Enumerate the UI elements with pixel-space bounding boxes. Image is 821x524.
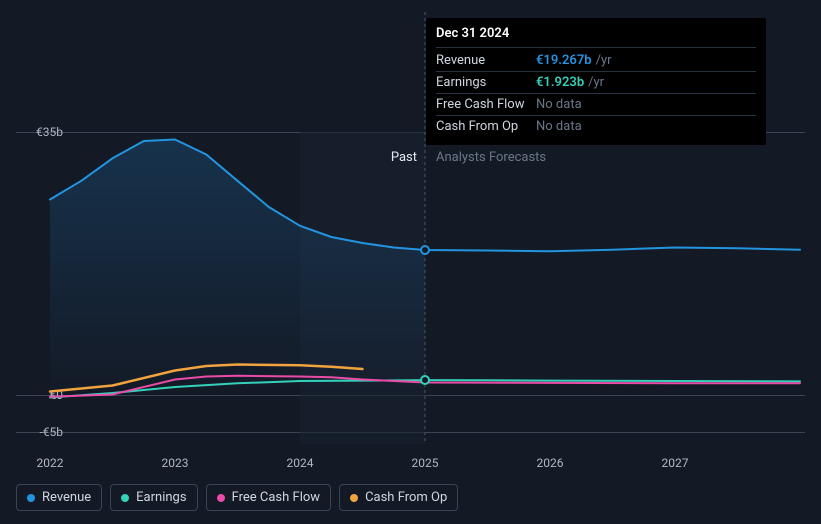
forecast-region-label: Analysts Forecasts [436, 150, 546, 165]
legend-item-cfo[interactable]: Cash From Op [339, 484, 458, 511]
x-axis-tick-label: 2024 [287, 456, 314, 470]
legend-dot-icon [121, 494, 129, 502]
x-axis-tick-label: 2025 [412, 456, 439, 470]
tooltip-metric-value: €1.923b [536, 75, 584, 90]
legend-dot-icon [350, 494, 358, 502]
tooltip-row: Earnings€1.923b/yr [436, 72, 756, 94]
tooltip-row: Revenue€19.267b/yr [436, 50, 756, 72]
tooltip-row: Free Cash FlowNo data [436, 94, 756, 116]
tooltip-metric-unit: /yr [588, 75, 604, 90]
x-axis-tick-label: 2023 [162, 456, 189, 470]
chart-tooltip: Dec 31 2024 Revenue€19.267b/yrEarnings€1… [426, 18, 766, 145]
tooltip-metric-label: Free Cash Flow [436, 97, 536, 112]
legend-label: Earnings [136, 490, 186, 505]
chart-legend: Revenue Earnings Free Cash Flow Cash From O… [16, 484, 458, 511]
x-axis-tick-label: 2026 [537, 456, 564, 470]
tooltip-metric-label: Revenue [436, 53, 536, 68]
x-axis-tick-label: 2022 [37, 456, 64, 470]
tooltip-metric-label: Earnings [436, 75, 536, 90]
chart-svg [50, 132, 804, 444]
marker-revenue [420, 245, 430, 255]
x-axis-tick-label: 2027 [662, 456, 689, 470]
tooltip-date: Dec 31 2024 [436, 26, 756, 48]
tooltip-nodata: No data [536, 119, 582, 134]
tooltip-metric-label: Cash From Op [436, 119, 536, 134]
legend-item-fcf[interactable]: Free Cash Flow [206, 484, 331, 511]
legend-item-revenue[interactable]: Revenue [16, 484, 102, 511]
legend-dot-icon [27, 494, 35, 502]
financial-forecast-chart: €35b€0-€5b 202220232024202520262027 Past… [0, 0, 821, 524]
legend-label: Free Cash Flow [232, 490, 320, 505]
past-region-label: Past [391, 150, 417, 165]
tooltip-row: Cash From OpNo data [436, 116, 756, 137]
legend-dot-icon [217, 494, 225, 502]
tooltip-metric-value: €19.267b [536, 53, 592, 68]
legend-label: Cash From Op [365, 490, 447, 505]
marker-earnings [420, 375, 430, 385]
tooltip-nodata: No data [536, 97, 582, 112]
tooltip-metric-unit: /yr [596, 53, 612, 68]
legend-item-earnings[interactable]: Earnings [110, 484, 197, 511]
legend-label: Revenue [42, 490, 91, 505]
